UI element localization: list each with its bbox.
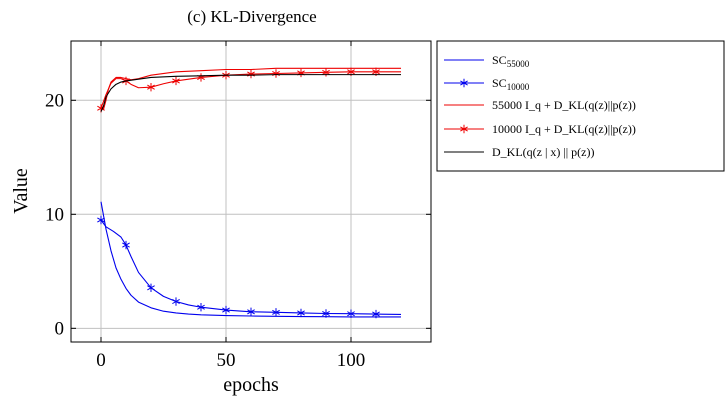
data-point-marker xyxy=(172,297,180,306)
data-point-marker-stroke xyxy=(97,105,105,111)
data-point-marker xyxy=(347,309,355,318)
data-point-marker xyxy=(297,308,305,318)
x-tick-label: 0 xyxy=(96,350,106,371)
legend-marker xyxy=(460,78,468,88)
series-line-5 xyxy=(100,74,401,112)
legend-label-subscript: 10000 xyxy=(507,82,530,92)
series-line-2 xyxy=(100,219,402,315)
data-point-marker-stroke xyxy=(322,310,330,317)
legend-label: 10000 I_q + D_KL(q(z)||p(z)) xyxy=(492,122,636,136)
data-point-marker xyxy=(197,303,205,312)
series-5 xyxy=(100,74,401,112)
legend-entry-3: 55000 I_q + D_KL(q(z)||p(z)) xyxy=(444,98,636,112)
data-point-marker xyxy=(222,305,230,315)
data-point-marker-stroke xyxy=(272,309,280,315)
legend-marker-stroke xyxy=(460,126,468,132)
data-point-marker-stroke xyxy=(147,285,155,291)
series-line-4 xyxy=(100,71,401,109)
x-tick-label: 50 xyxy=(217,350,236,371)
data-point-marker xyxy=(147,283,155,293)
data-point-marker xyxy=(372,309,380,319)
y-axis-label: Value xyxy=(10,168,32,214)
axis-ticks: 0 50 100 0 10 20 xyxy=(45,41,431,371)
plot-area: 0 50 100 0 10 20 xyxy=(45,40,432,371)
data-point-marker-stroke xyxy=(222,307,230,313)
data-point-marker xyxy=(147,82,155,92)
data-point-marker-stroke xyxy=(322,69,330,75)
data-point-marker-stroke xyxy=(97,217,105,223)
y-tick-label: 20 xyxy=(45,90,64,111)
data-point-marker-stroke xyxy=(372,311,380,317)
legend-entry-4: 10000 I_q + D_KL(q(z)||p(z)) xyxy=(444,122,636,136)
legend-label: D_KL(q(z | x) || p(z)) xyxy=(492,145,595,159)
data-point-marker xyxy=(97,215,105,225)
legend-marker xyxy=(460,124,468,134)
data-point-marker-stroke xyxy=(372,69,380,75)
y-tick-label: 10 xyxy=(45,204,64,225)
legend-label: 55000 I_q + D_KL(q(z)||p(z)) xyxy=(492,98,636,112)
series-1 xyxy=(100,201,401,318)
data-point-marker xyxy=(172,76,180,86)
grid-lines xyxy=(71,41,431,342)
data-point-marker-stroke xyxy=(347,69,355,75)
chart-title: (c) KL-Divergence xyxy=(187,7,316,26)
data-point-marker-stroke xyxy=(172,78,180,84)
y-tick-label: 0 xyxy=(55,318,65,339)
data-point-marker-stroke xyxy=(347,311,355,317)
x-axis-label: epochs xyxy=(223,374,279,396)
legend-marker-stroke xyxy=(460,80,468,86)
data-point-marker xyxy=(322,309,330,318)
data-point-marker xyxy=(247,307,255,316)
data-point-marker-stroke xyxy=(172,298,180,305)
legend-label-subscript: 55000 xyxy=(507,59,530,69)
data-point-marker xyxy=(122,240,130,250)
series-line-1 xyxy=(100,201,401,318)
data-point-marker-stroke xyxy=(147,84,155,90)
data-point-marker-stroke xyxy=(297,310,305,316)
data-point-marker-stroke xyxy=(122,242,130,248)
series-layer xyxy=(97,67,402,319)
series-2 xyxy=(97,215,402,319)
legend-box xyxy=(436,40,725,172)
legend-entry-5: D_KL(q(z | x) || p(z)) xyxy=(444,145,595,159)
data-point-marker-stroke xyxy=(197,304,205,310)
data-point-marker-stroke xyxy=(247,309,255,315)
plot-frame xyxy=(70,40,432,343)
data-point-marker xyxy=(272,308,280,317)
x-tick-label: 100 xyxy=(337,350,366,371)
